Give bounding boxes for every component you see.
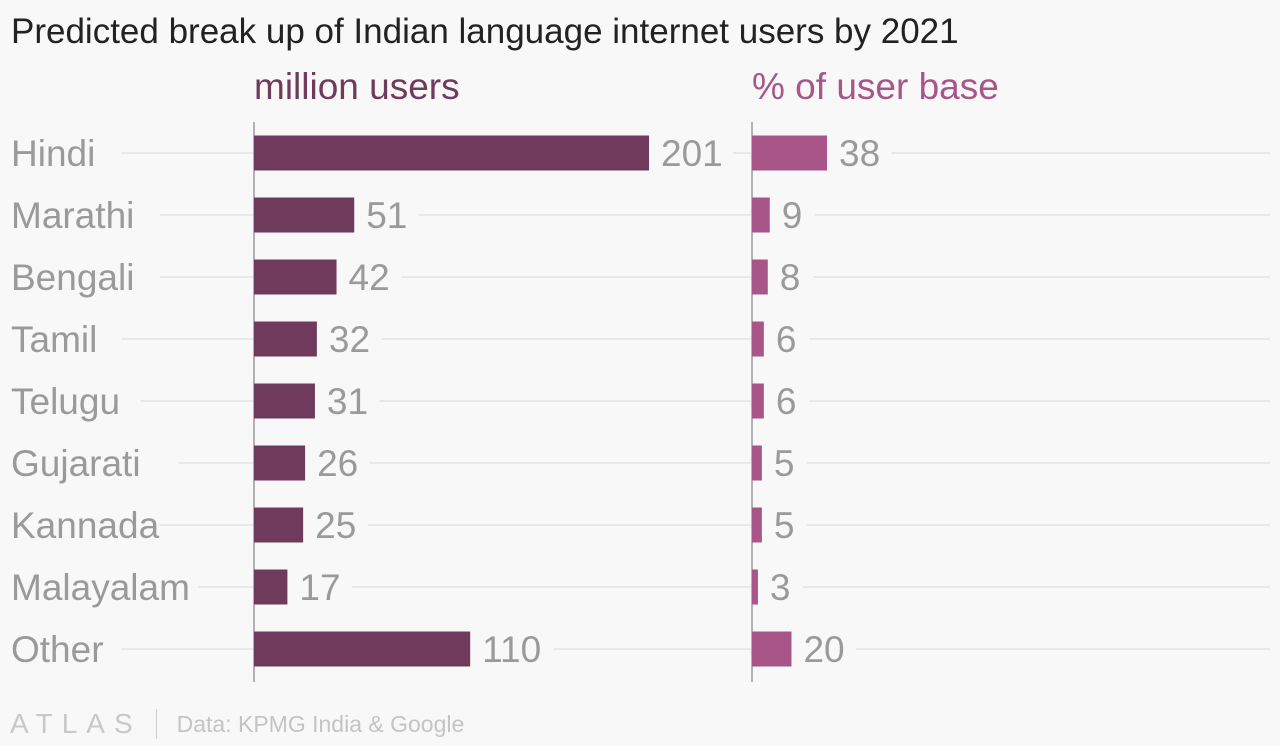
category-label: Other (11, 629, 104, 670)
category-label: Telugu (11, 381, 120, 422)
share-bar (752, 259, 768, 295)
chart-title: Predicted break up of Indian language in… (11, 12, 959, 51)
share-bar (752, 197, 770, 233)
category-label: Bengali (11, 257, 134, 298)
users-bar (254, 197, 355, 233)
users-bar (254, 259, 337, 295)
share-value-label: 5 (774, 505, 795, 546)
users-value-label: 31 (327, 381, 368, 422)
users-bar (254, 507, 304, 543)
category-label: Hindi (11, 133, 95, 174)
users-bar (254, 631, 471, 667)
share-bar (752, 321, 764, 357)
category-label: Malayalam (11, 567, 190, 608)
users-value-label: 201 (661, 133, 723, 174)
share-value-label: 3 (770, 567, 791, 608)
share-bar (752, 383, 764, 419)
source-note: Data: KPMG India & Google (176, 710, 465, 737)
footer: ATLAS Data: KPMG India & Google (10, 706, 464, 742)
users-bar (254, 445, 306, 481)
users-value-label: 32 (329, 319, 370, 360)
category-label: Gujarati (11, 443, 141, 484)
users-value-label: 25 (315, 505, 356, 546)
share-value-label: 6 (776, 381, 797, 422)
users-value-label: 17 (299, 567, 340, 608)
footer-divider (155, 709, 157, 739)
users-bar (254, 321, 317, 357)
users-value-label: 42 (349, 257, 390, 298)
users-value-label: 26 (317, 443, 358, 484)
category-label: Kannada (11, 505, 160, 546)
share-value-label: 9 (782, 195, 803, 236)
share-value-label: 5 (774, 443, 795, 484)
category-label: Tamil (11, 319, 97, 360)
users-bar (254, 383, 315, 419)
share-value-label: 8 (780, 257, 801, 298)
share-bar (752, 631, 792, 667)
share-value-label: 20 (803, 629, 844, 670)
users-value-label: 51 (366, 195, 407, 236)
share-value-label: 6 (776, 319, 797, 360)
share-panel-title: % of user base (752, 66, 999, 107)
users-bar (254, 569, 288, 605)
atlas-logo: ATLAS (10, 708, 142, 739)
share-bar (752, 445, 762, 481)
users-panel-title: million users (254, 66, 460, 107)
share-value-label: 38 (839, 133, 880, 174)
share-bar (752, 135, 827, 171)
share-bar (752, 569, 758, 605)
users-bar (254, 135, 649, 171)
users-value-label: 110 (482, 629, 541, 670)
category-label: Marathi (11, 195, 134, 236)
share-bar (752, 507, 762, 543)
